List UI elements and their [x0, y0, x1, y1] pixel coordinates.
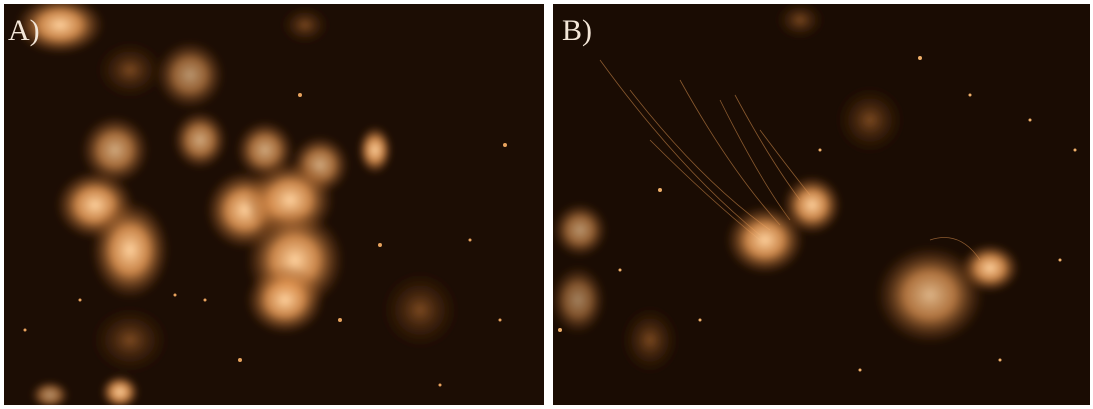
panel-b: B) [550, 0, 1090, 405]
figure: A) B) [0, 0, 1093, 409]
panel-label: B) [562, 14, 592, 47]
panel-label: A) [8, 14, 40, 47]
panel-a: A) [4, 0, 544, 409]
